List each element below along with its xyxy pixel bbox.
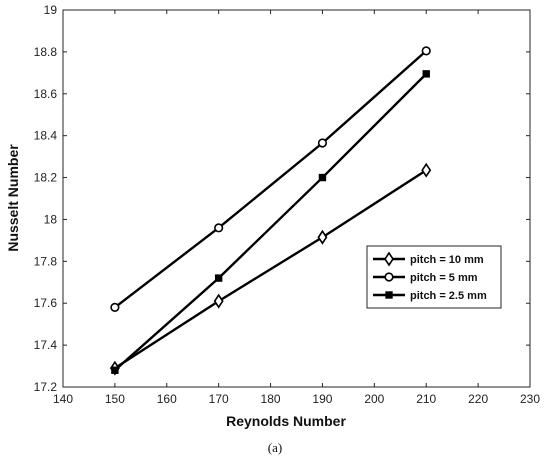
legend-label: pitch = 5 mm — [410, 272, 478, 284]
data-point-circle — [214, 223, 224, 233]
plot-frame — [62, 9, 531, 388]
series-line — [114, 73, 428, 372]
x-tick-label: 230 — [520, 392, 540, 406]
y-tick-label: 18.2 — [34, 171, 58, 185]
x-tick-label: 210 — [416, 392, 436, 406]
data-point-circle — [317, 138, 328, 148]
data-point-square — [111, 366, 119, 374]
plot-area — [62, 9, 531, 388]
series-line — [114, 49, 428, 309]
x-tick-label: 140 — [53, 392, 73, 406]
x-tick-label: 180 — [261, 392, 281, 406]
series-circle — [110, 46, 431, 313]
chart-canvas: 140 150 160 170 180 190 200 210 220 230 17.217.41… — [5, 3, 540, 429]
y-tick-label: 18.8 — [34, 45, 58, 59]
data-point-diamond — [421, 162, 432, 178]
y-tick-label: 18 — [44, 212, 58, 226]
x-axis-ticks: 140 150 160 170 180 190 200 210 220 230 — [53, 10, 540, 406]
legend-item: pitch = 5 mm — [373, 272, 478, 284]
y-tick-label: 18.6 — [34, 87, 58, 101]
legend-item: pitch = 10 mm — [373, 251, 484, 267]
y-tick-label: 17.6 — [34, 296, 58, 310]
legend: pitch = 10 mm pitch = 5 mm pitch = 2.5 mm — [366, 245, 502, 309]
y-tick-label: 18.4 — [34, 129, 58, 143]
y-axis-ticks: 17.2 17.4 17.6 17.8 18 18.2 18.4 18.6 18.8 19 — [34, 3, 530, 394]
data-point-diamond — [317, 229, 328, 245]
data-point-circle — [110, 302, 120, 313]
data-point-square — [422, 70, 430, 78]
data-point-circle — [421, 46, 431, 56]
y-axis-label: Nusselt Number — [5, 144, 21, 252]
x-axis-label: Reynolds Number — [226, 413, 346, 429]
x-tick-label: 160 — [157, 392, 177, 406]
y-tick-label: 17.8 — [34, 254, 58, 268]
legend-marker-circle — [384, 272, 394, 282]
y-tick-label: 17.4 — [34, 338, 58, 352]
data-point-square — [318, 173, 327, 182]
legend-item: pitch = 2.5 mm — [373, 290, 487, 302]
x-tick-label: 170 — [209, 392, 229, 406]
y-tick-label: 17.2 — [34, 380, 58, 394]
x-tick-label: 190 — [312, 392, 332, 406]
x-tick-label: 200 — [364, 392, 384, 406]
data-point-square — [214, 274, 223, 282]
legend-label: pitch = 10 mm — [410, 254, 484, 266]
legend-marker-square — [385, 291, 393, 299]
series-line — [114, 169, 427, 370]
series-square — [111, 70, 430, 374]
figure-caption: (a) — [267, 440, 283, 455]
data-point-diamond — [213, 293, 224, 309]
legend-marker-diamond — [384, 251, 394, 267]
x-tick-label: 220 — [468, 392, 488, 406]
series-layer — [109, 46, 432, 376]
legend-label: pitch = 2.5 mm — [410, 290, 487, 302]
y-tick-label: 19 — [44, 3, 58, 17]
x-tick-label: 150 — [105, 392, 125, 406]
